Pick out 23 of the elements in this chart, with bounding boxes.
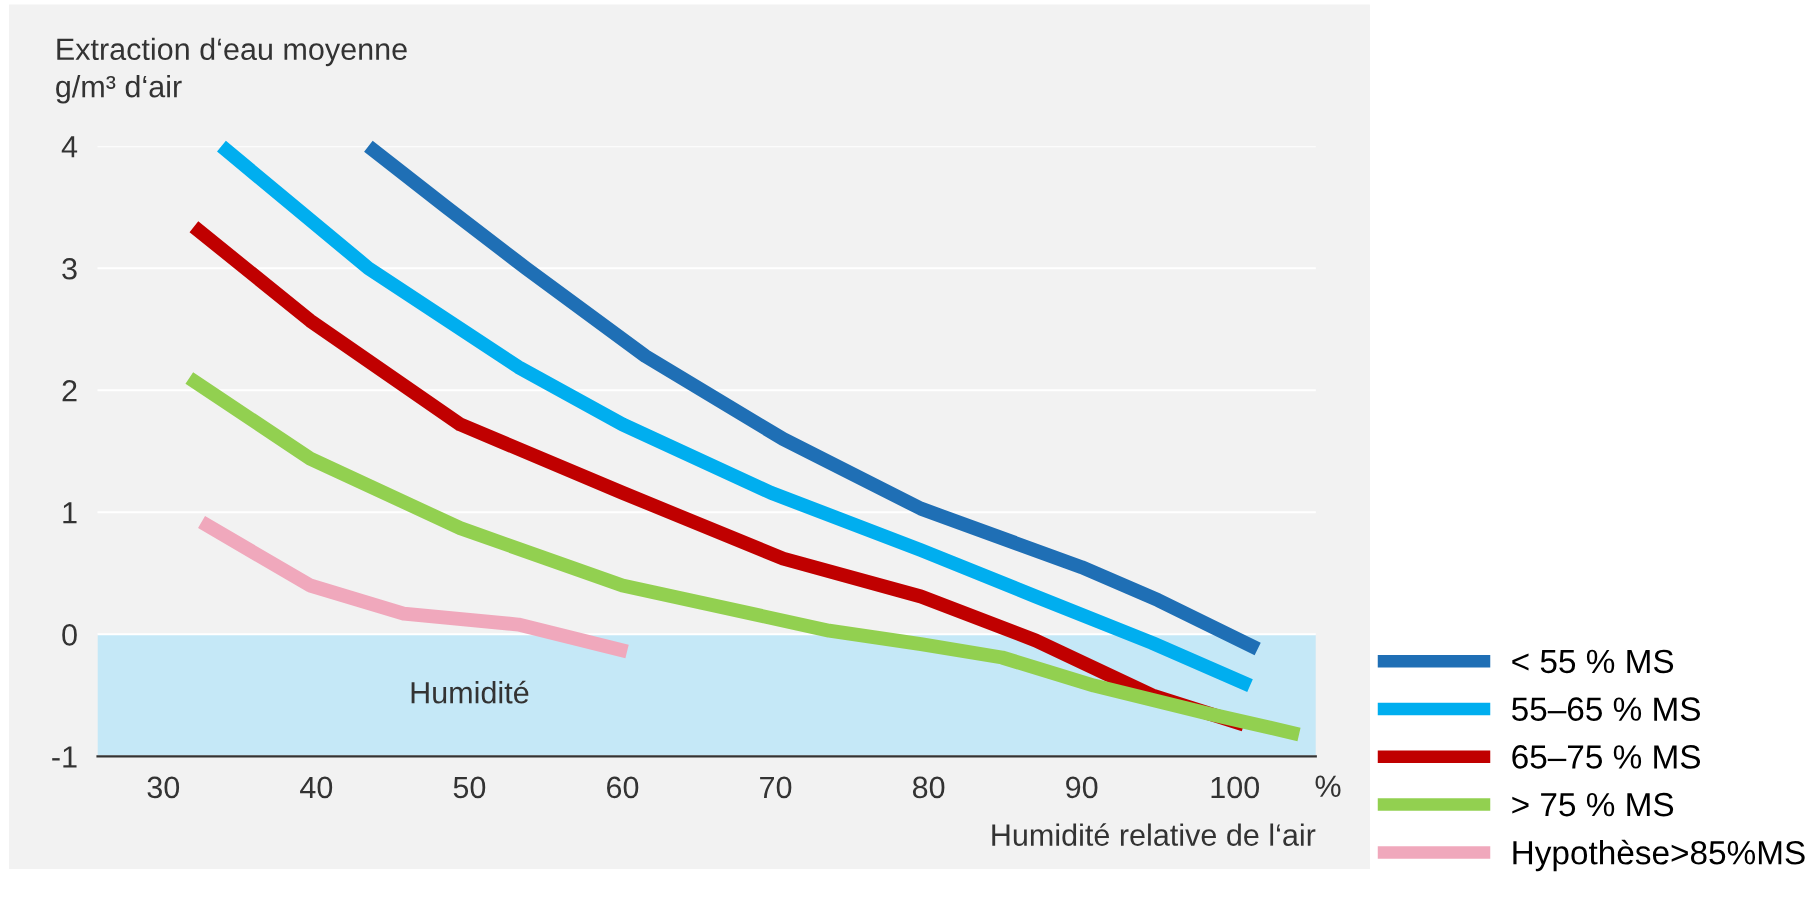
legend-label: > 75 % MS bbox=[1512, 792, 1674, 817]
legend-label: Hypothèse>85%MS bbox=[1513, 839, 1805, 872]
y-tick-label: 2 bbox=[62, 379, 77, 402]
y-tick-label: -1 bbox=[52, 746, 77, 768]
x-tick-label: 70 bbox=[760, 776, 792, 799]
legend-label: 65–75 % MS bbox=[1512, 745, 1700, 769]
x-axis-title: Humidité relative de l‘air bbox=[992, 823, 1316, 846]
y-tick-label: 3 bbox=[62, 257, 77, 280]
x-tick-label: 50 bbox=[453, 776, 486, 799]
y-tick-label: 4 bbox=[61, 136, 78, 158]
x-tick-label: 100 bbox=[1211, 776, 1260, 799]
x-tick-label: 90 bbox=[1066, 776, 1098, 799]
band-label: Humidité bbox=[411, 680, 529, 704]
text: % bbox=[1315, 775, 1341, 797]
x-tick-label: 30 bbox=[147, 776, 180, 799]
x-tick-label: 60 bbox=[607, 776, 639, 799]
x-tick-label: 40 bbox=[300, 776, 333, 799]
y-axis-title: Extraction d‘eau moyenne g/m³ d‘air bbox=[56, 37, 407, 104]
legend-label: 55–65 % MS bbox=[1512, 697, 1700, 721]
legend-label: < 55 % MS bbox=[1512, 649, 1674, 674]
x-tick-label: 80 bbox=[912, 776, 945, 799]
y-tick-label: 0 bbox=[62, 624, 77, 646]
y-tick-label: 1 bbox=[63, 502, 77, 524]
